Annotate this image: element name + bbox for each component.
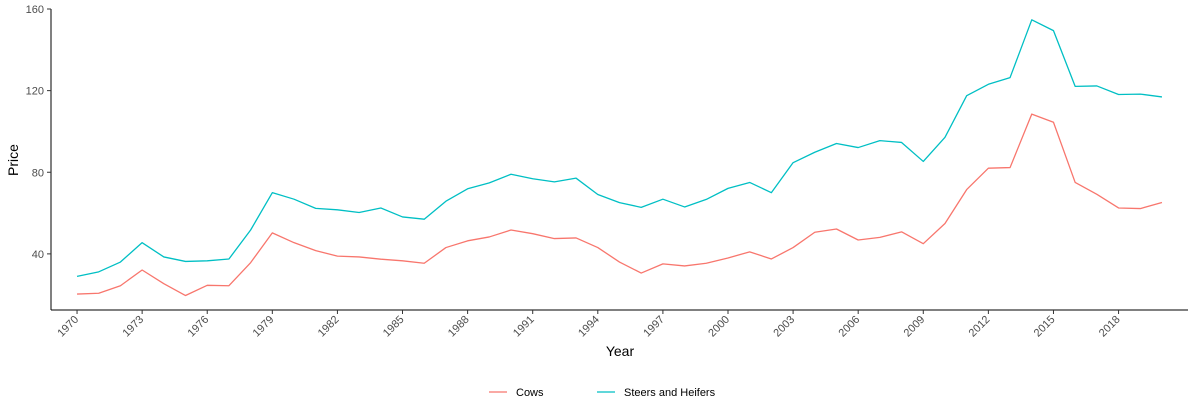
x-tick-label: 1976 (186, 314, 212, 340)
x-tick-label: 1973 (120, 314, 146, 340)
y-tick-label: 80 (32, 167, 44, 179)
x-tick-label: 1985 (381, 314, 407, 340)
series-line-0 (77, 113, 1163, 297)
x-tick-label: 2003 (771, 314, 797, 340)
x-tick-label: 1970 (55, 314, 81, 340)
x-tick-label: 2006 (837, 314, 863, 340)
x-axis-ticks: 1970 1973 1976 1979 1982 1985 1988 1991 1994 1997… (55, 310, 1123, 340)
y-tick-label: 120 (26, 86, 44, 98)
x-tick-label: 2000 (706, 314, 732, 340)
y-axis-title: Price (5, 144, 21, 176)
x-axis-title: Year (606, 343, 635, 359)
x-tick-label: 2015 (1032, 314, 1058, 340)
x-tick-label: 2012 (967, 314, 993, 340)
x-tick-label: 1997 (641, 314, 667, 340)
x-tick-label: 1988 (446, 314, 472, 340)
y-axis-ticks: 40 80 120 160 (26, 4, 51, 261)
legend: Cows Steers and Heifers (489, 387, 716, 399)
x-tick-label: 2009 (902, 314, 928, 340)
legend-label-0: Cows (516, 387, 544, 399)
x-tick-label: 1979 (251, 314, 277, 340)
y-tick-label: 160 (26, 4, 44, 16)
legend-label-1: Steers and Heifers (624, 387, 716, 399)
y-tick-label: 40 (32, 249, 44, 261)
x-tick-label: 2018 (1097, 314, 1123, 340)
x-tick-label: 1991 (511, 314, 537, 340)
series-line-1 (76, 19, 1163, 277)
x-tick-label: 1982 (316, 314, 342, 340)
plot-lines (76, 19, 1163, 297)
x-tick-label: 1994 (576, 314, 602, 340)
